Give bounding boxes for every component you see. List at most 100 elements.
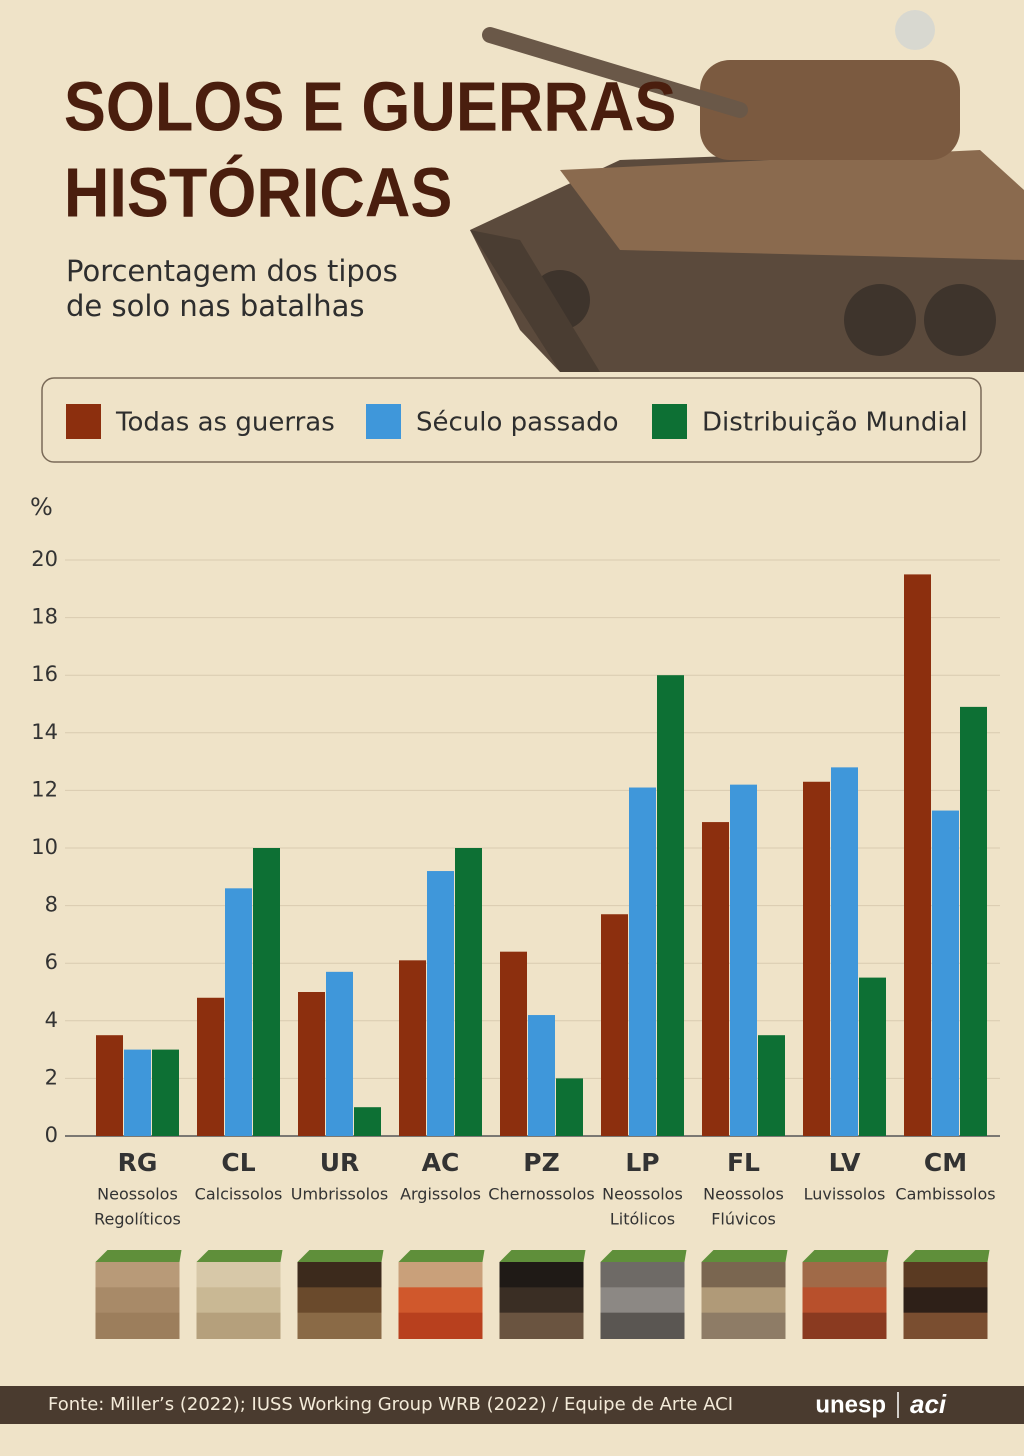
bar (904, 574, 931, 1136)
soil-layer (297, 1287, 382, 1314)
y-tick-label: 18 (31, 605, 58, 629)
soil-layer (398, 1287, 483, 1314)
y-axis-label: % (30, 493, 53, 521)
x-tick-label: RG (118, 1148, 158, 1177)
category-name: Neossolos (602, 1185, 683, 1204)
logo: aci (910, 1389, 947, 1419)
soil-layer (903, 1312, 988, 1339)
soil-layer (499, 1312, 584, 1339)
bar (758, 1035, 785, 1136)
bar (932, 810, 959, 1136)
soil-cube (196, 1250, 283, 1339)
soil-layer (398, 1262, 483, 1289)
soil-layer (398, 1312, 483, 1339)
y-tick-label: 4 (45, 1008, 58, 1032)
legend-swatch (652, 404, 687, 439)
bar (225, 888, 252, 1136)
bar (253, 848, 280, 1136)
category-name: Chernossolos (488, 1185, 594, 1204)
y-tick-label: 6 (45, 950, 58, 974)
soil-cube (701, 1250, 788, 1339)
y-tick-label: 12 (31, 777, 58, 801)
soil-layer (903, 1287, 988, 1314)
bar (702, 822, 729, 1136)
bar (500, 951, 527, 1136)
category-name: Argissolos (400, 1185, 481, 1204)
category-name: Luvissolos (804, 1185, 886, 1204)
bar (124, 1049, 151, 1136)
bar (601, 914, 628, 1136)
legend-swatch (366, 404, 401, 439)
soil-cube (499, 1250, 586, 1339)
y-tick-label: 2 (45, 1065, 58, 1089)
bar (803, 781, 830, 1136)
soil-top (398, 1250, 485, 1262)
soil-layer (499, 1287, 584, 1314)
y-tick-label: 16 (31, 662, 58, 686)
x-tick-label: LV (829, 1148, 861, 1177)
soil-top (600, 1250, 687, 1262)
category-name: Cambissolos (895, 1185, 995, 1204)
bar (427, 871, 454, 1136)
category-name: Regolíticos (94, 1210, 181, 1229)
category-name: Umbrissolos (291, 1185, 389, 1204)
soil-layer (196, 1312, 281, 1339)
category-name: Neossolos (97, 1185, 178, 1204)
soil-layer (701, 1262, 786, 1289)
soil-cube (95, 1250, 182, 1339)
bar (96, 1035, 123, 1136)
soil-layer (600, 1312, 685, 1339)
y-tick-label: 10 (31, 835, 58, 859)
bar (326, 971, 353, 1136)
y-tick-label: 14 (31, 720, 58, 744)
y-tick-label: 20 (31, 547, 58, 571)
soil-cube (297, 1250, 384, 1339)
title-line: HISTÓRICAS (64, 153, 452, 232)
category-name: Neossolos (703, 1185, 784, 1204)
subtitle-line: Porcentagem dos tipos (66, 254, 398, 288)
soil-layer (600, 1262, 685, 1289)
x-tick-label: FL (727, 1148, 760, 1177)
soil-top (802, 1250, 889, 1262)
soil-cube (398, 1250, 485, 1339)
soil-top (499, 1250, 586, 1262)
soil-layer (196, 1287, 281, 1314)
category-name: Calcissolos (195, 1185, 283, 1204)
soil-top (701, 1250, 788, 1262)
soil-cube (600, 1250, 687, 1339)
x-tick-label: CM (924, 1148, 967, 1177)
soil-layer (95, 1312, 180, 1339)
legend-swatch (66, 404, 101, 439)
soil-layer (802, 1312, 887, 1339)
legend-label: Século passado (416, 408, 619, 438)
bar (629, 787, 656, 1136)
soil-cube (903, 1250, 990, 1339)
soil-layer (701, 1312, 786, 1339)
soil-layer (297, 1262, 382, 1289)
tank-illustration (470, 10, 1024, 372)
soil-layer (95, 1262, 180, 1289)
bar (960, 706, 987, 1136)
bar (556, 1078, 583, 1136)
x-tick-label: AC (422, 1148, 460, 1177)
x-tick-label: PZ (523, 1148, 559, 1177)
soil-top (903, 1250, 990, 1262)
soil-layer (297, 1312, 382, 1339)
bar (298, 992, 325, 1136)
footer-bar (0, 1386, 1024, 1424)
soil-layer (802, 1262, 887, 1289)
category-name: Litólicos (610, 1210, 675, 1229)
x-tick-label: LP (625, 1148, 659, 1177)
soil-layer (701, 1287, 786, 1314)
title-line: SOLOS E GUERRAS (64, 68, 676, 146)
x-tick-label: UR (320, 1148, 360, 1177)
soil-top (297, 1250, 384, 1262)
soil-cube (802, 1250, 889, 1339)
bar (657, 675, 684, 1136)
logo: unesp (815, 1391, 886, 1418)
x-tick-label: CL (221, 1148, 255, 1177)
bar (528, 1015, 555, 1136)
soil-layer (196, 1262, 281, 1289)
